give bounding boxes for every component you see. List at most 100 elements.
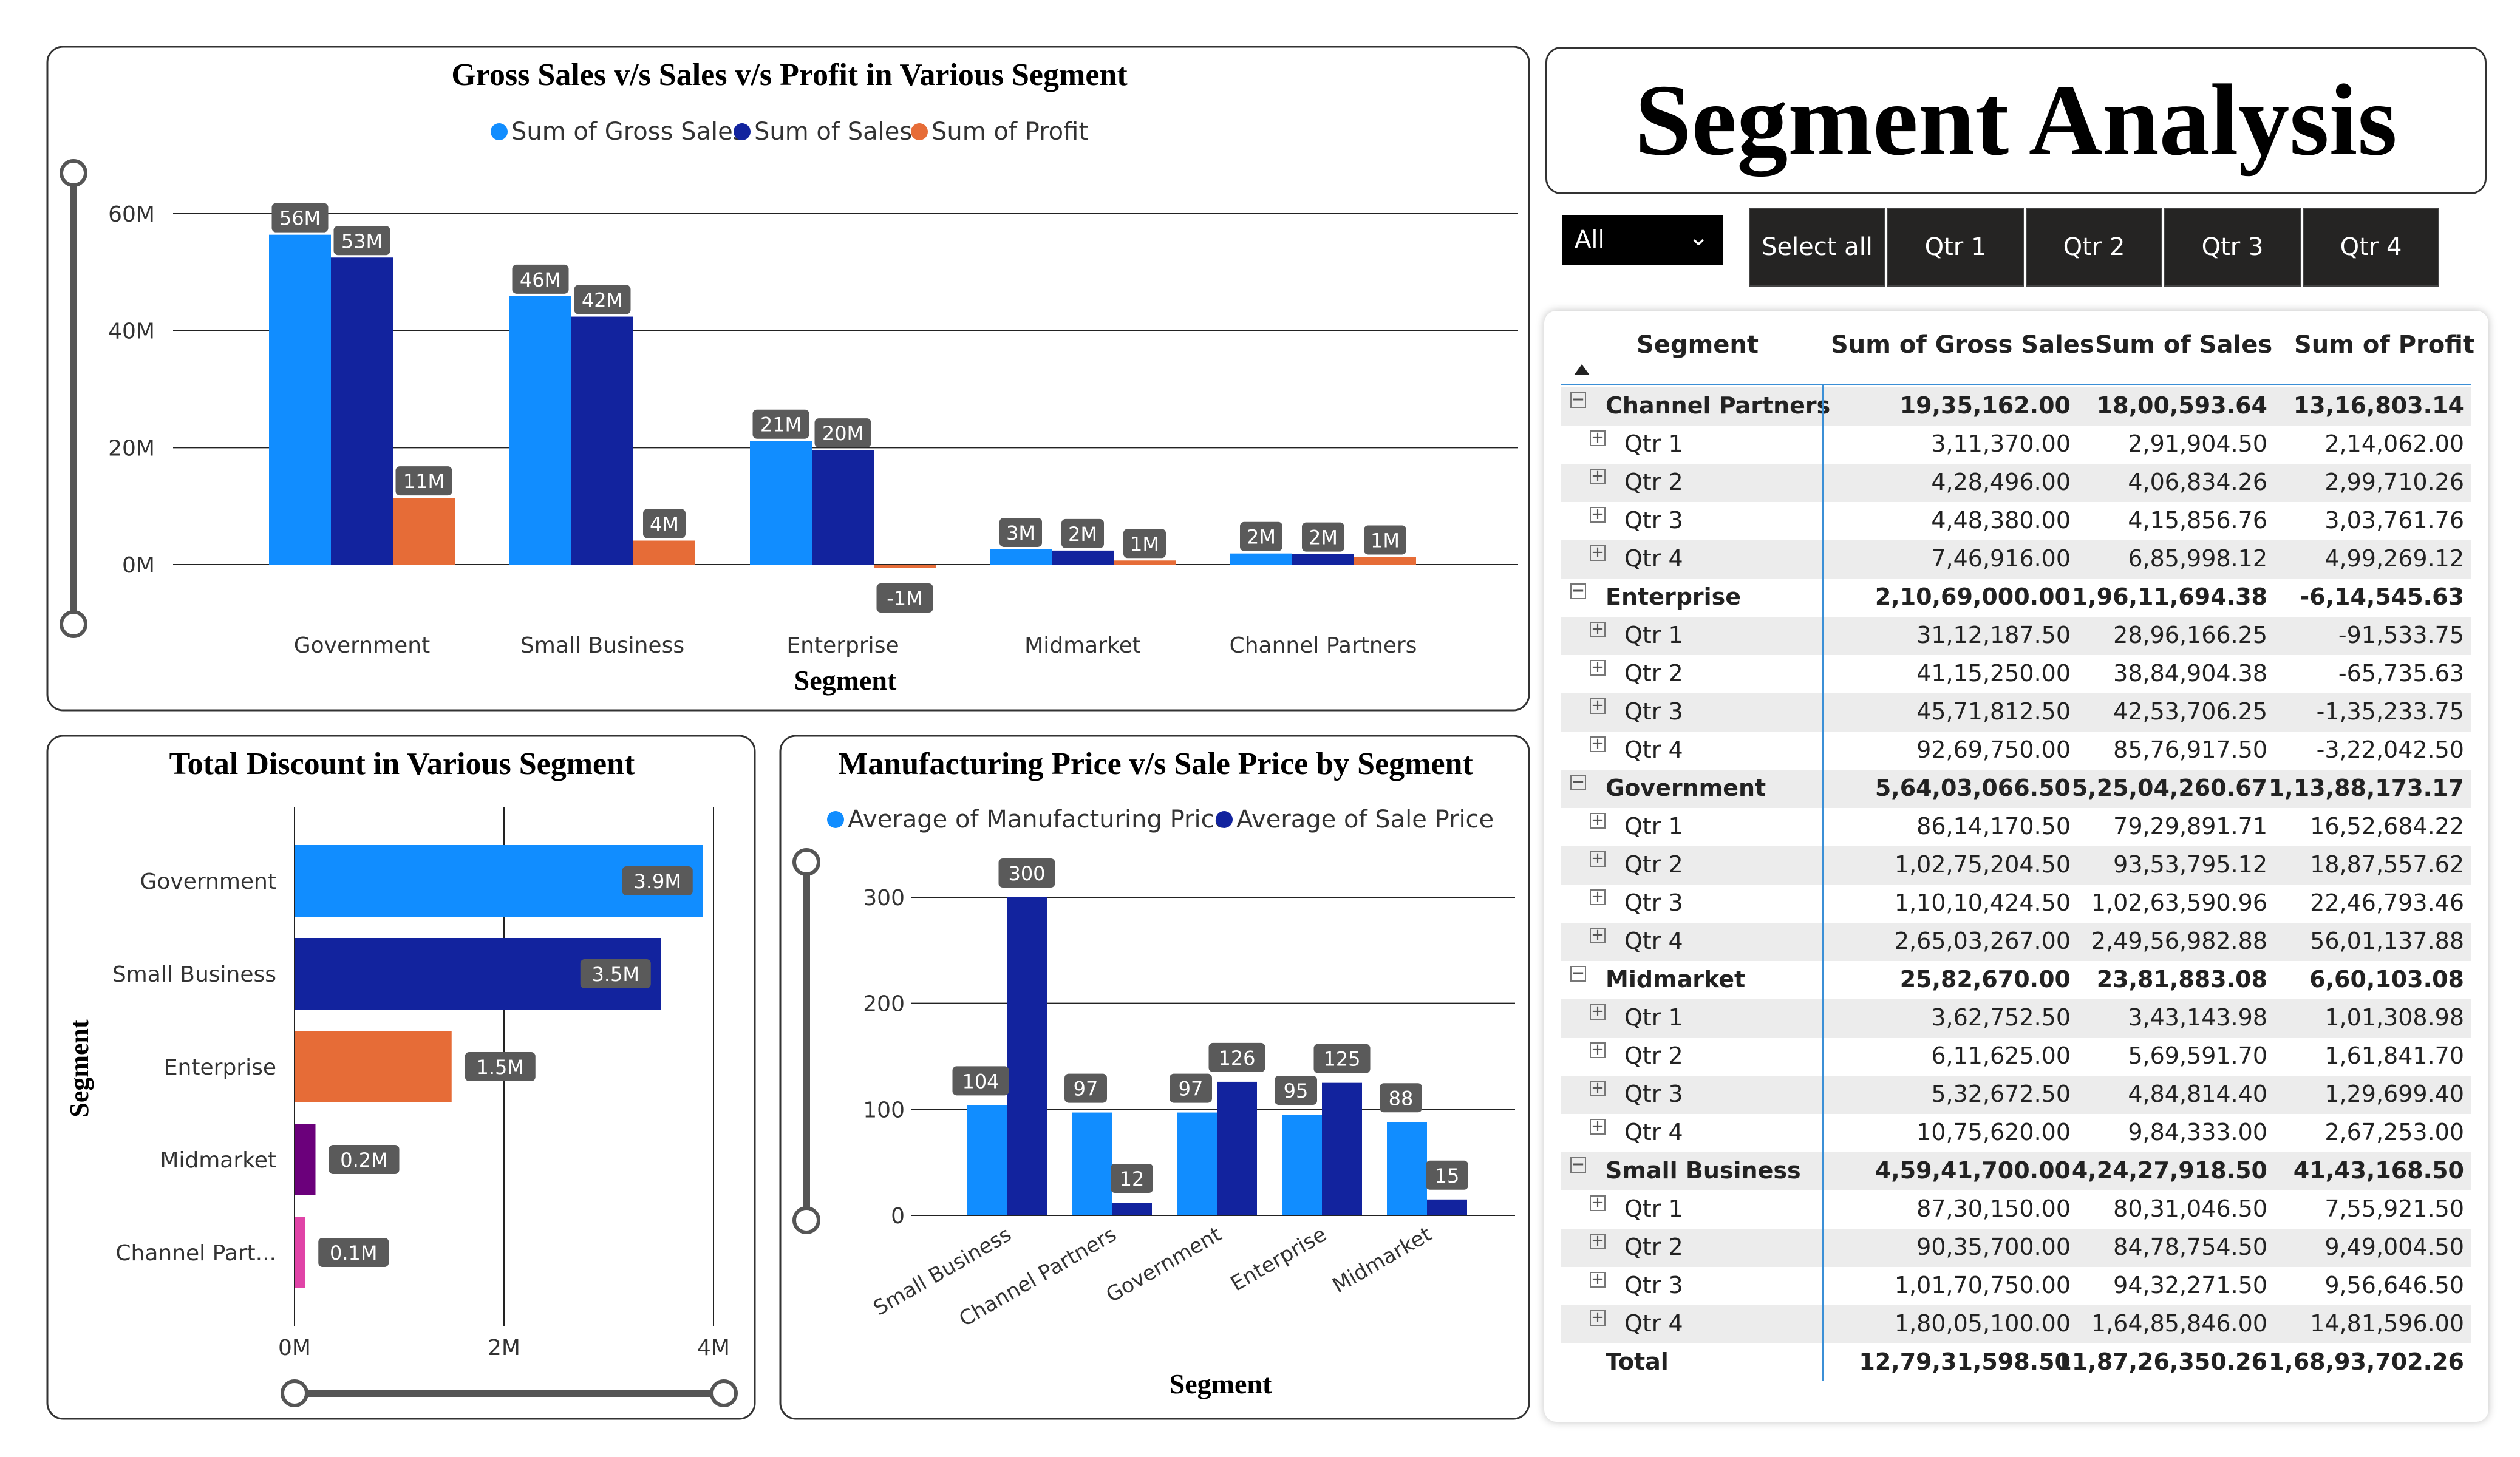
chart1-bar[interactable] [269,234,331,565]
table-row[interactable]: + Qtr 2 4,28,496.00 4,06,834.26 2,99,710.26 [1561,464,2471,502]
table-row[interactable]: + Qtr 1 31,12,187.50 28,96,166.25 -91,533.75 [1561,617,2471,655]
table-row[interactable]: + Qtr 2 41,15,250.00 38,84,904.38 -65,735.63 [1561,655,2471,693]
chart3-legend-label[interactable]: Average of Manufacturing Price [848,806,1229,834]
expand-icon[interactable]: + [1590,927,1606,943]
expand-icon[interactable]: + [1590,1042,1606,1058]
chart1-bar[interactable] [509,296,571,565]
chart3-bar[interactable] [1177,1112,1217,1215]
chart1-bar[interactable] [990,549,1052,565]
expand-icon[interactable]: + [1590,1080,1606,1096]
table-row[interactable]: + Qtr 3 1,01,70,750.00 94,32,271.50 9,56,646… [1561,1267,2471,1305]
header-sales[interactable]: Sum of Sales [2095,331,2273,359]
chart1-bar[interactable] [331,257,393,565]
table-row[interactable]: + Qtr 1 3,62,752.50 3,43,143.98 1,01,308.98 [1561,999,2471,1038]
table-segment-row[interactable]: − Midmarket 25,82,670.00 23,81,883.08 6,60,1… [1561,961,2471,999]
chart3-bar[interactable] [1387,1122,1427,1215]
chart3-bar[interactable] [1282,1115,1322,1215]
slider-handle-top[interactable] [60,159,87,187]
header-gross-sales[interactable]: Sum of Gross Sales [1831,331,2094,359]
qtr2-button[interactable]: Qtr 2 [2026,208,2162,287]
slider-handle-top[interactable] [792,848,820,876]
chart3-bar[interactable] [1322,1082,1362,1215]
table-row[interactable]: + Qtr 1 87,30,150.00 80,31,046.50 7,55,921.5… [1561,1190,2471,1229]
table-segment-row[interactable]: − Government 5,64,03,066.50 5,25,04,260.67 1… [1561,770,2471,808]
collapse-icon[interactable]: − [1570,1156,1586,1173]
table-row[interactable]: + Qtr 4 7,46,916.00 6,85,998.12 4,99,269.12 [1561,540,2471,579]
expand-icon[interactable]: + [1590,506,1606,523]
table-segment-row[interactable]: − Small Business 4,59,41,700.00 4,24,27,918… [1561,1152,2471,1190]
table-row[interactable]: + Qtr 4 1,80,05,100.00 1,64,85,846.00 14,81,… [1561,1305,2471,1343]
table-row[interactable]: + Qtr 3 4,48,380.00 4,15,856.76 3,03,761.76 [1561,502,2471,540]
expand-icon[interactable]: + [1590,1309,1606,1326]
expand-icon[interactable]: + [1590,1233,1606,1249]
expand-icon[interactable]: + [1590,659,1606,676]
expand-icon[interactable]: + [1590,1195,1606,1211]
expand-icon[interactable]: + [1590,1004,1606,1020]
table-total-row[interactable]: Total 12,79,31,598.50 11,87,26,350.26 1,68,… [1561,1343,2471,1382]
expand-icon[interactable]: + [1590,851,1606,867]
table-row[interactable]: + Qtr 2 6,11,625.00 5,69,591.70 1,61,841.70 [1561,1038,2471,1076]
table-segment-row[interactable]: − Channel Partners 19,35,162.00 18,00,593.6… [1561,387,2471,426]
collapse-icon[interactable]: − [1570,392,1586,408]
table-row[interactable]: + Qtr 4 92,69,750.00 85,76,917.50 -3,22,042.… [1561,732,2471,770]
header-profit[interactable]: Sum of Profit [2294,331,2474,359]
chart3-legend-label[interactable]: Average of Sale Price [1236,806,1494,834]
chart3-zoom-slider[interactable] [792,848,820,1234]
expand-icon[interactable]: + [1590,736,1606,752]
chart1-bar[interactable] [633,540,695,565]
table-row[interactable]: + Qtr 3 1,10,10,424.50 1,02,63,590.96 22,46,… [1561,885,2471,923]
chart1-bar[interactable] [812,450,874,565]
chart2-zoom-slider[interactable] [281,1379,738,1407]
slider-handle-right[interactable] [710,1379,738,1407]
table-row[interactable]: + Qtr 4 10,75,620.00 9,84,333.00 2,67,253.00 [1561,1114,2471,1152]
chart1-bar[interactable] [874,565,936,568]
chart1-legend-label[interactable]: Sum of Sales [754,118,912,146]
expand-icon[interactable]: + [1590,812,1606,829]
chart2-bar[interactable] [295,1031,452,1102]
chart2-bar[interactable] [295,1124,316,1195]
qtr1-button[interactable]: Qtr 1 [1887,208,2024,287]
table-row[interactable]: + Qtr 2 90,35,700.00 84,78,754.50 9,49,004.5… [1561,1229,2471,1267]
slider-handle-bottom[interactable] [792,1206,820,1234]
header-segment[interactable]: Segment [1636,331,1759,359]
collapse-icon[interactable]: − [1570,965,1586,982]
chart3-bar[interactable] [1217,1081,1257,1215]
table-row[interactable]: + Qtr 1 3,11,370.00 2,91,904.50 2,14,062.00 [1561,426,2471,464]
table-row[interactable]: + Qtr 4 2,65,03,267.00 2,49,56,982.88 56,01,… [1561,923,2471,961]
chart3-bar[interactable] [1112,1203,1152,1215]
chart1-bar[interactable] [750,441,812,565]
qtr4-button[interactable]: Qtr 4 [2303,208,2439,287]
slider-handle-left[interactable] [281,1379,308,1407]
chart1-bar[interactable] [571,316,633,565]
table-row[interactable]: + Qtr 1 86,14,170.50 79,29,891.71 16,52,684.… [1561,808,2471,846]
chart3-bar[interactable] [1072,1112,1112,1215]
expand-icon[interactable]: + [1590,1271,1606,1288]
chart1-bar[interactable] [1292,554,1354,565]
expand-icon[interactable]: + [1590,430,1606,446]
expand-icon[interactable]: + [1590,545,1606,561]
collapse-icon[interactable]: − [1570,583,1586,599]
chart1-zoom-slider[interactable] [60,159,87,638]
chart3-bar[interactable] [967,1105,1007,1215]
chart1-bar[interactable] [393,498,455,565]
slider-handle-bottom[interactable] [60,610,87,638]
expand-icon[interactable]: + [1590,889,1606,905]
sort-ascending-icon[interactable] [1574,364,1590,375]
expand-icon[interactable]: + [1590,621,1606,637]
expand-icon[interactable]: + [1590,698,1606,714]
qtr3-button[interactable]: Qtr 3 [2164,208,2301,287]
chart2-bar[interactable] [295,1217,305,1288]
expand-icon[interactable]: + [1590,468,1606,484]
chart1-bar[interactable] [1114,560,1176,565]
collapse-icon[interactable]: − [1570,774,1586,790]
chart1-legend-label[interactable]: Sum of Gross Sales [511,118,746,146]
table-segment-row[interactable]: − Enterprise 2,10,69,000.00 1,96,11,694.38 -… [1561,579,2471,617]
table-row[interactable]: + Qtr 3 5,32,672.50 4,84,814.40 1,29,699.40 [1561,1076,2471,1114]
table-row[interactable]: + Qtr 2 1,02,75,204.50 93,53,795.12 18,87,55… [1561,846,2471,885]
table-row[interactable]: + Qtr 3 45,71,812.50 42,53,706.25 -1,35,233.… [1561,693,2471,732]
chart1-bar[interactable] [1230,553,1292,565]
select-all-button[interactable]: Select all [1749,208,1885,287]
chart3-bar[interactable] [1427,1199,1467,1215]
quarter-dropdown[interactable]: All ⌄ [1562,215,1723,265]
chart1-legend-label[interactable]: Sum of Profit [931,118,1088,146]
